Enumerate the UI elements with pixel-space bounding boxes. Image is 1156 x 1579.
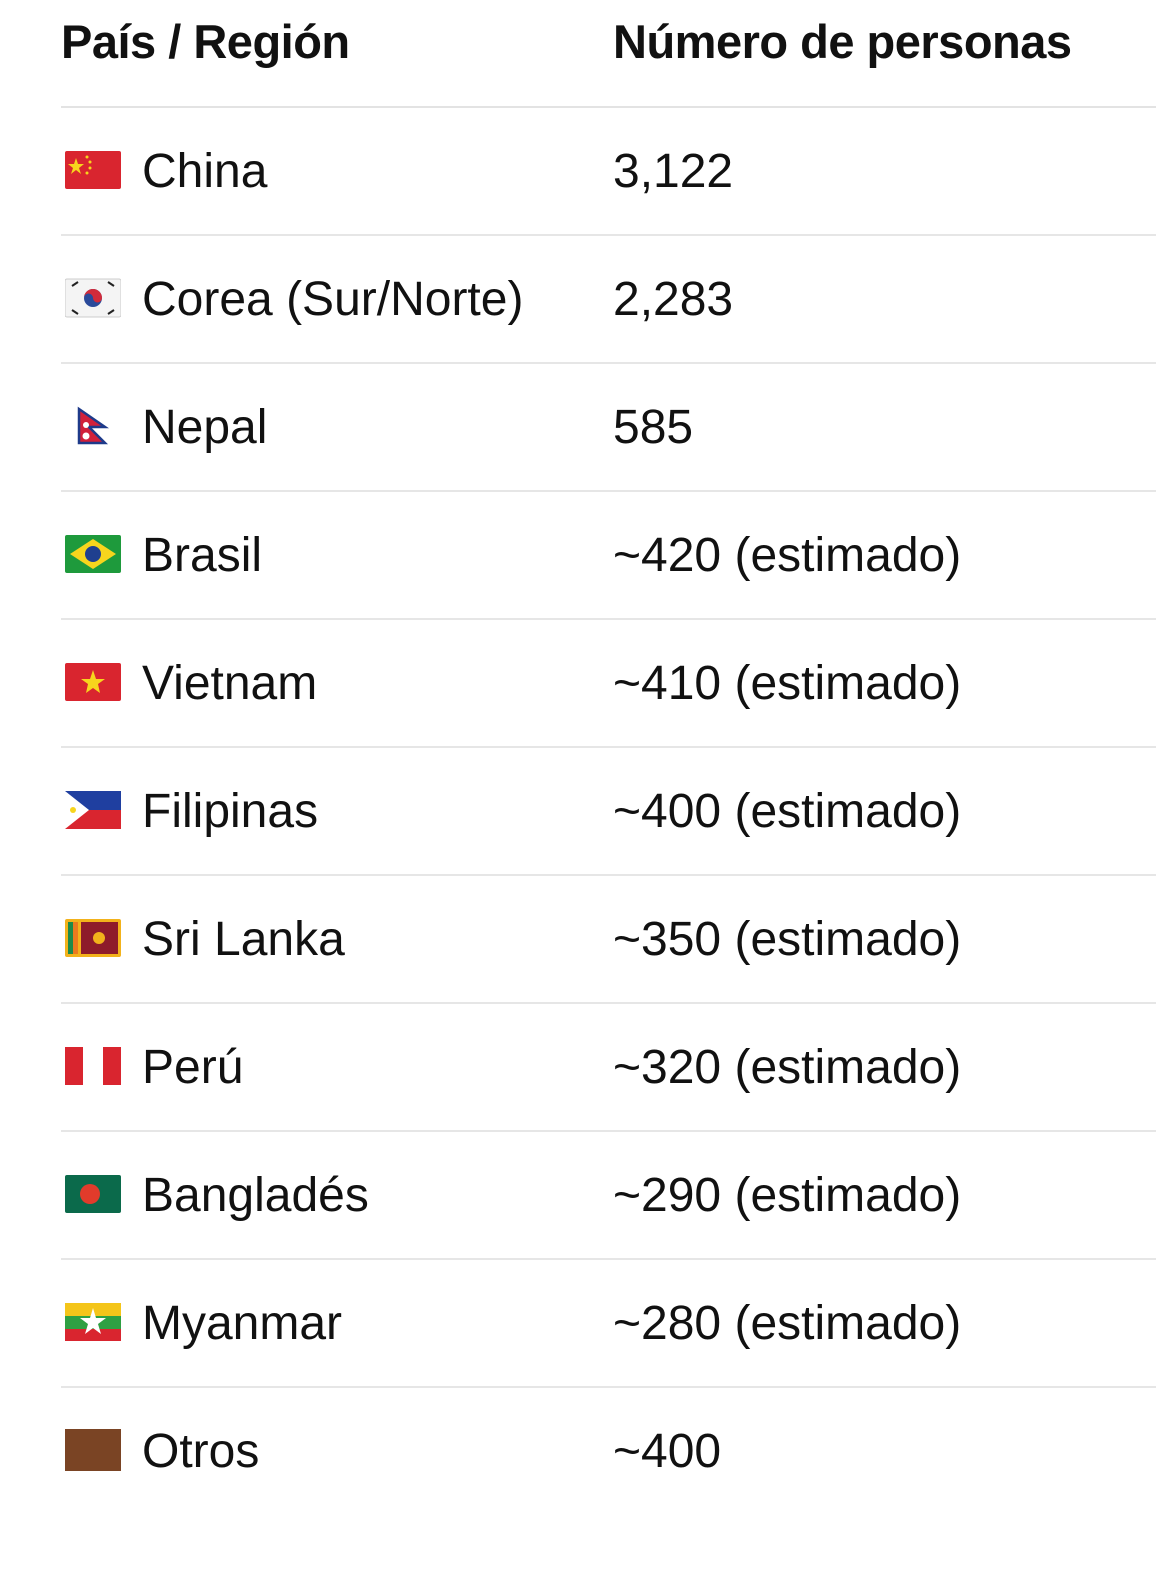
country-name: Nepal [142,401,268,454]
person-count: ~290 (estimado) [613,1169,962,1222]
table-row: Filipinas ~400 (estimado) [61,748,1156,876]
table-header: País / Región Número de personas [61,0,1156,108]
korea-flag-icon [65,278,121,318]
person-count: 3,122 [613,145,734,198]
country-name: Perú [142,1041,244,1094]
philippines-flag-icon [65,791,121,829]
country-name: Brasil [142,529,263,582]
person-count: ~410 (estimado) [613,657,962,710]
person-count: ~320 (estimado) [613,1041,962,1094]
peru-flag-icon [65,1047,121,1085]
myanmar-flag-icon [65,1303,121,1341]
table-row: Nepal 585 [61,364,1156,492]
person-count: 585 [613,401,694,454]
country-name: Filipinas [142,785,319,838]
country-name: Corea (Sur/Norte) [142,273,524,326]
column-header-country: País / Región [61,15,350,68]
vietnam-flag-icon [65,663,121,701]
table-row: Corea (Sur/Norte) 2,283 [61,236,1156,364]
country-name: Otros [142,1425,260,1478]
sri-lanka-flag-icon [65,919,121,957]
country-name: Bangladés [142,1169,369,1222]
column-header-count: Número de personas [613,15,1072,68]
person-count: 2,283 [613,273,734,326]
country-name: Myanmar [142,1297,343,1350]
country-name: Sri Lanka [142,913,345,966]
person-count: ~400 [613,1425,722,1478]
table-row: Brasil ~420 (estimado) [61,492,1156,620]
country-name: Vietnam [142,657,318,710]
table-row: China 3,122 [61,108,1156,236]
china-flag-icon [65,151,121,189]
table-row: Vietnam ~410 (estimado) [61,620,1156,748]
person-count: ~400 (estimado) [613,785,962,838]
person-count: ~420 (estimado) [613,529,962,582]
nepal-flag-icon [77,406,110,445]
table-row: Myanmar ~280 (estimado) [61,1260,1156,1388]
brown-square-icon [65,1429,121,1471]
table-row: Bangladés ~290 (estimado) [61,1132,1156,1260]
brazil-flag-icon [65,535,121,573]
country-name: China [142,145,268,198]
person-count: ~350 (estimado) [613,913,962,966]
table-row: Sri Lanka ~350 (estimado) [61,876,1156,1004]
table-row: Otros ~400 [61,1388,1156,1514]
country-table: País / Región Número de personas China 3… [61,0,1156,1514]
person-count: ~280 (estimado) [613,1297,962,1350]
table-row: Perú ~320 (estimado) [61,1004,1156,1132]
bangladesh-flag-icon [65,1175,121,1213]
